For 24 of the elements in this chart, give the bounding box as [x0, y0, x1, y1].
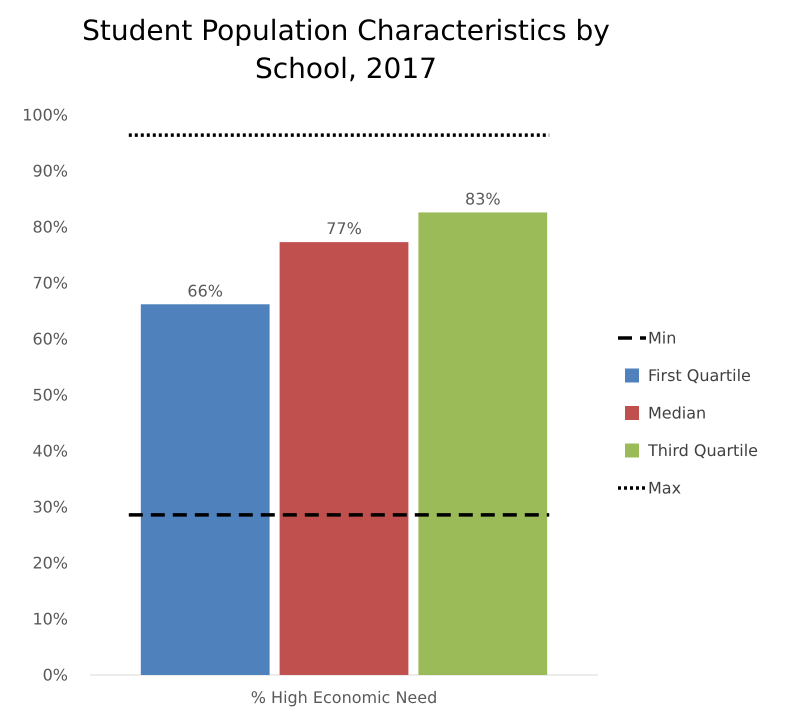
y-tick-label: 50%	[32, 386, 68, 405]
legend-label: Max	[648, 478, 682, 498]
data-label: 83%	[465, 189, 501, 208]
bar	[280, 242, 408, 675]
y-tick-label: 100%	[22, 106, 68, 125]
y-tick-label: 70%	[32, 274, 68, 293]
legend-label: Third Quartile	[647, 441, 758, 460]
y-tick-label: 90%	[32, 162, 68, 181]
legend-label: First Quartile	[648, 366, 751, 386]
y-tick-label: 80%	[32, 218, 68, 237]
y-tick-label: 60%	[32, 330, 68, 349]
y-tick-label: 10%	[32, 610, 68, 629]
y-tick-label: 40%	[32, 442, 68, 461]
chart-title: Student Population Characteristics by School, 2017	[82, 14, 610, 85]
legend-label: Median	[648, 404, 706, 423]
y-tick-label: 30%	[32, 498, 68, 517]
y-tick-label: 0%	[42, 666, 68, 685]
data-label: 77%	[326, 219, 362, 238]
x-tick-label: % High Economic Need	[250, 688, 438, 707]
bar	[418, 212, 548, 675]
bar	[140, 304, 270, 675]
y-tick-label: 20%	[32, 554, 68, 573]
data-label: 66%	[187, 281, 223, 300]
legend-label: Min	[648, 328, 676, 348]
